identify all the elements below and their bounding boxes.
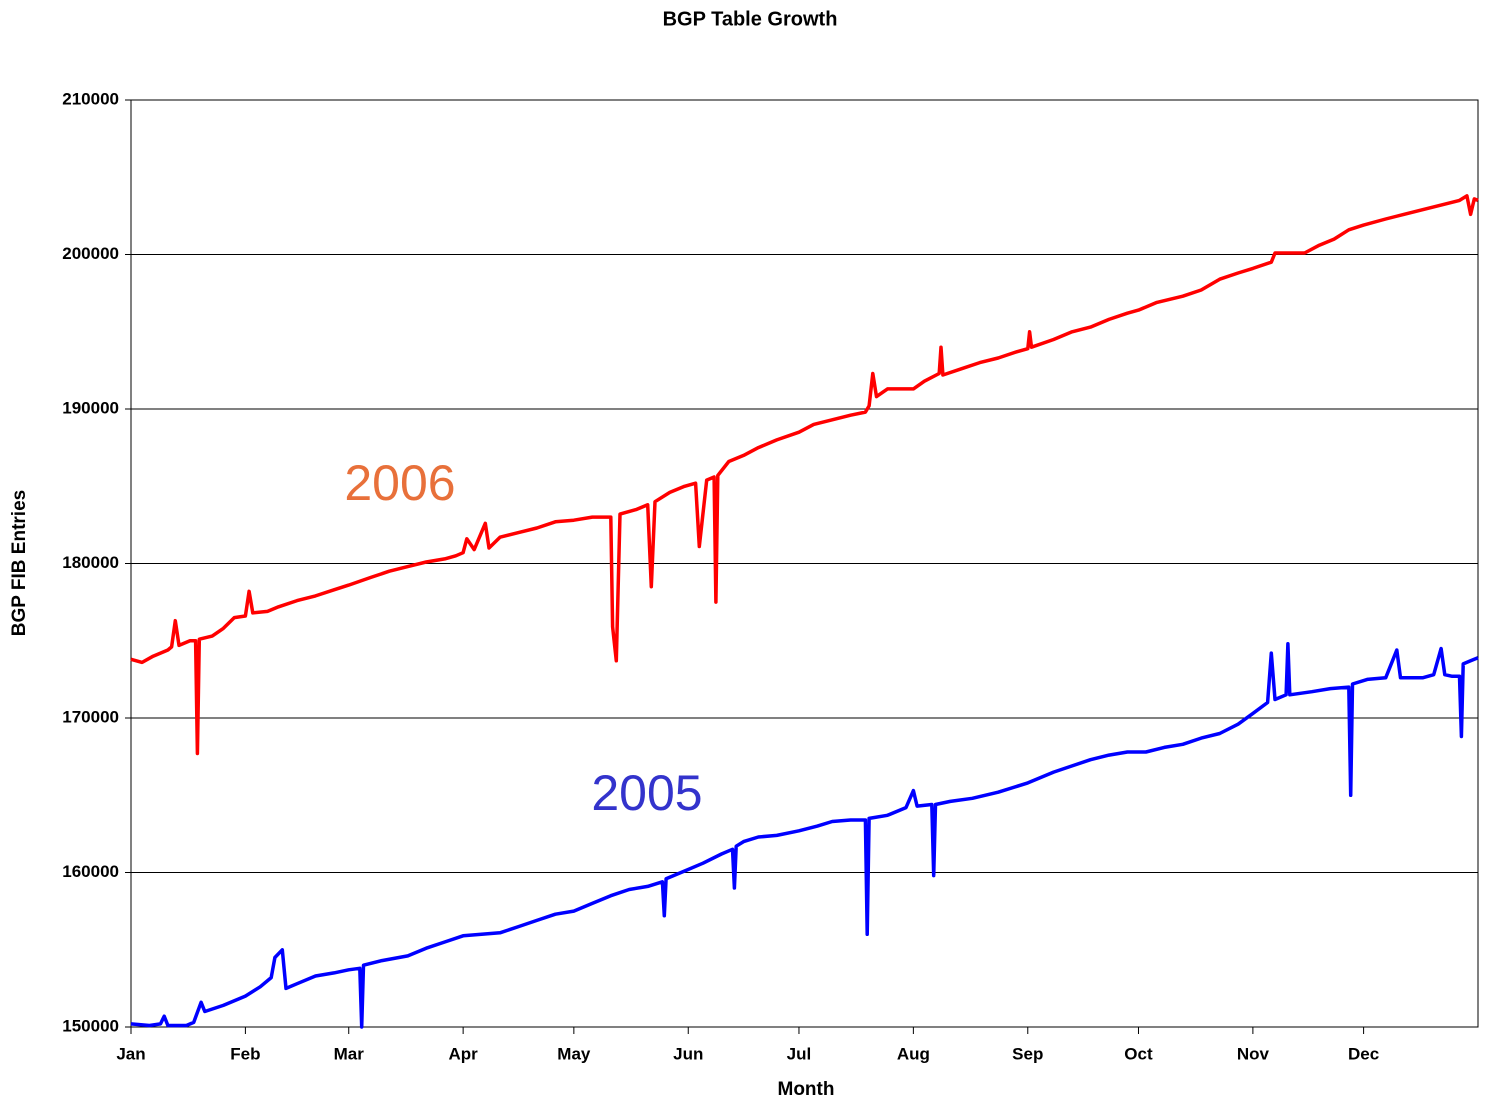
x-tick-label: Jul — [787, 1044, 812, 1063]
x-tick-label: Dec — [1348, 1044, 1379, 1063]
y-tick-label: 160000 — [62, 862, 119, 881]
plot-frame — [130, 99, 1479, 1028]
y-tick-label: 150000 — [62, 1016, 119, 1035]
x-tick-label: Mar — [334, 1044, 365, 1063]
x-tick-label: Feb — [230, 1044, 260, 1063]
x-tick-label: May — [557, 1044, 591, 1063]
x-tick-label: Jun — [673, 1044, 703, 1063]
series-annotation: 2006 — [344, 455, 455, 511]
series-line — [130, 194, 1479, 756]
x-tick-label: Oct — [1124, 1044, 1153, 1063]
y-axis-label: BGP FIB Entries — [9, 490, 30, 636]
y-tick-label: 170000 — [62, 707, 119, 726]
x-tick-label: Nov — [1237, 1044, 1270, 1063]
x-tick-label: Aug — [897, 1044, 930, 1063]
x-tick-label: Apr — [448, 1044, 478, 1063]
x-tick-label: Jan — [116, 1044, 145, 1063]
y-tick-label: 200000 — [62, 244, 119, 263]
chart-title: BGP Table Growth — [663, 8, 838, 30]
x-axis-label: Month — [778, 1079, 835, 1100]
x-tick-label: Sep — [1012, 1044, 1043, 1063]
y-tick-label: 190000 — [62, 398, 119, 417]
y-tick-label: 180000 — [62, 553, 119, 572]
y-tick-label: 210000 — [62, 89, 119, 108]
series-annotation: 2005 — [591, 765, 702, 821]
series-line — [130, 642, 1479, 1029]
